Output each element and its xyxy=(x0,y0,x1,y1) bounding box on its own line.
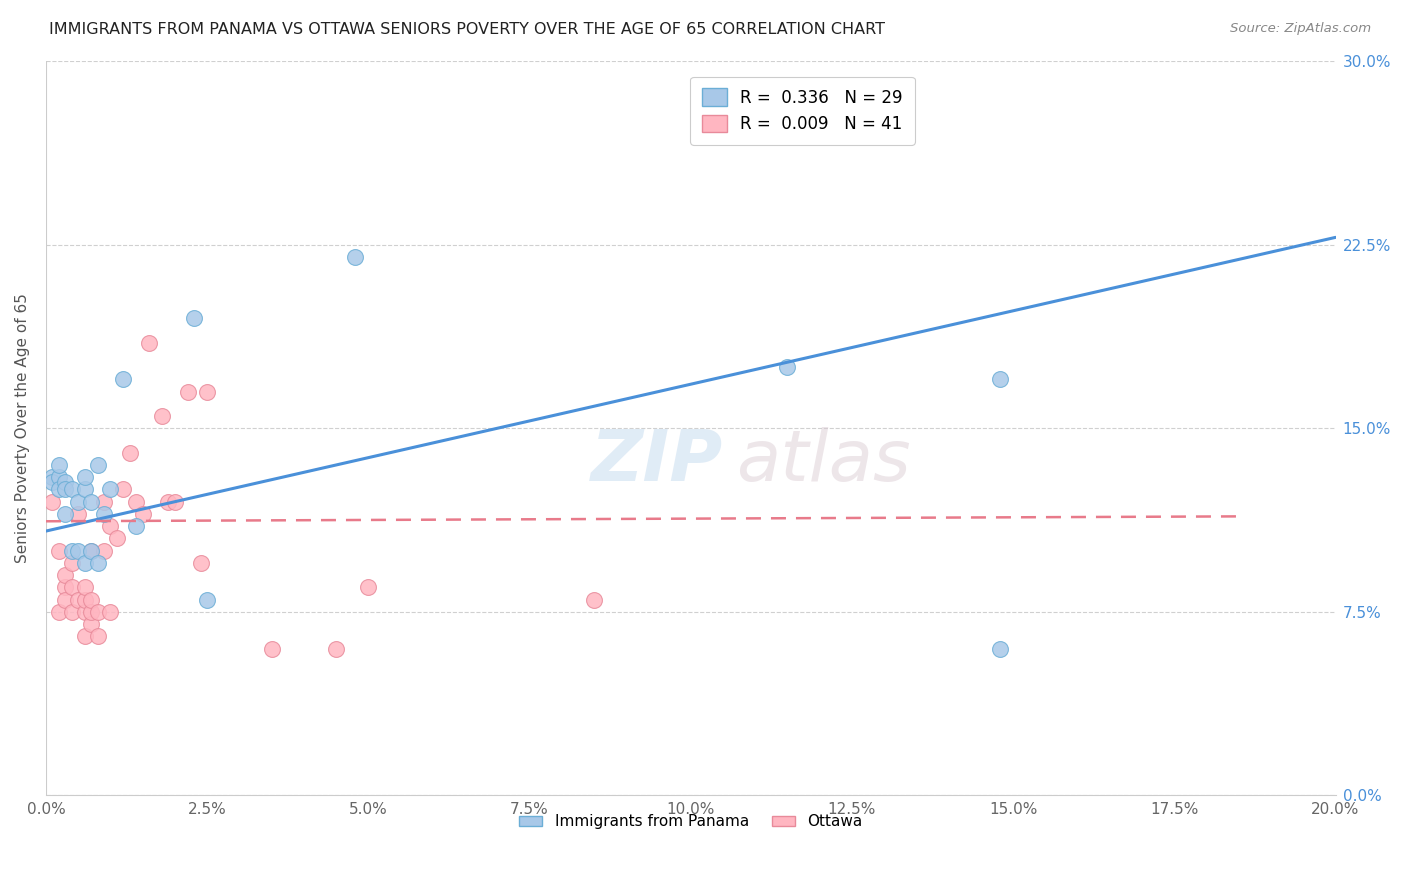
Point xyxy=(73,483,96,497)
Point xyxy=(163,494,186,508)
Point xyxy=(86,605,108,619)
Point xyxy=(41,475,63,489)
Point xyxy=(41,494,63,508)
Point xyxy=(67,543,90,558)
Point xyxy=(60,605,83,619)
Legend: Immigrants from Panama, Ottawa: Immigrants from Panama, Ottawa xyxy=(513,808,869,836)
Point xyxy=(138,335,160,350)
Point xyxy=(48,470,70,484)
Point xyxy=(53,475,76,489)
Text: IMMIGRANTS FROM PANAMA VS OTTAWA SENIORS POVERTY OVER THE AGE OF 65 CORRELATION : IMMIGRANTS FROM PANAMA VS OTTAWA SENIORS… xyxy=(49,22,886,37)
Point xyxy=(86,629,108,643)
Point xyxy=(260,641,283,656)
Point xyxy=(131,507,153,521)
Point xyxy=(105,532,128,546)
Point xyxy=(48,605,70,619)
Point xyxy=(125,494,148,508)
Point xyxy=(100,605,122,619)
Point xyxy=(73,629,96,643)
Point xyxy=(93,507,115,521)
Point xyxy=(73,470,96,484)
Point xyxy=(776,360,799,375)
Point xyxy=(325,641,347,656)
Point xyxy=(190,556,212,570)
Point xyxy=(988,641,1011,656)
Point xyxy=(80,543,103,558)
Point xyxy=(60,556,83,570)
Point xyxy=(67,507,90,521)
Point xyxy=(53,483,76,497)
Point xyxy=(48,543,70,558)
Point xyxy=(48,483,70,497)
Point xyxy=(67,494,90,508)
Point xyxy=(112,483,135,497)
Point xyxy=(73,580,96,594)
Point xyxy=(988,372,1011,386)
Text: ZIP: ZIP xyxy=(591,426,723,496)
Text: Source: ZipAtlas.com: Source: ZipAtlas.com xyxy=(1230,22,1371,36)
Point xyxy=(112,372,135,386)
Point xyxy=(118,446,141,460)
Point xyxy=(177,384,200,399)
Point xyxy=(357,580,380,594)
Point xyxy=(157,494,180,508)
Point xyxy=(53,592,76,607)
Point xyxy=(86,556,108,570)
Y-axis label: Seniors Poverty Over the Age of 65: Seniors Poverty Over the Age of 65 xyxy=(15,293,30,563)
Point xyxy=(73,592,96,607)
Point xyxy=(67,592,90,607)
Point xyxy=(93,494,115,508)
Point xyxy=(53,507,76,521)
Point xyxy=(53,580,76,594)
Point xyxy=(60,580,83,594)
Point xyxy=(150,409,173,423)
Point xyxy=(60,543,83,558)
Point xyxy=(48,458,70,472)
Point xyxy=(80,494,103,508)
Point xyxy=(183,311,205,326)
Point xyxy=(80,592,103,607)
Point xyxy=(93,543,115,558)
Point xyxy=(80,543,103,558)
Point xyxy=(100,483,122,497)
Point xyxy=(60,483,83,497)
Point xyxy=(41,470,63,484)
Point xyxy=(80,605,103,619)
Point xyxy=(73,605,96,619)
Point xyxy=(195,592,218,607)
Point xyxy=(195,384,218,399)
Point xyxy=(86,458,108,472)
Point xyxy=(125,519,148,533)
Point xyxy=(53,568,76,582)
Point xyxy=(344,250,367,264)
Point xyxy=(583,592,606,607)
Point xyxy=(80,617,103,632)
Text: atlas: atlas xyxy=(735,426,911,496)
Point xyxy=(73,556,96,570)
Point xyxy=(100,519,122,533)
